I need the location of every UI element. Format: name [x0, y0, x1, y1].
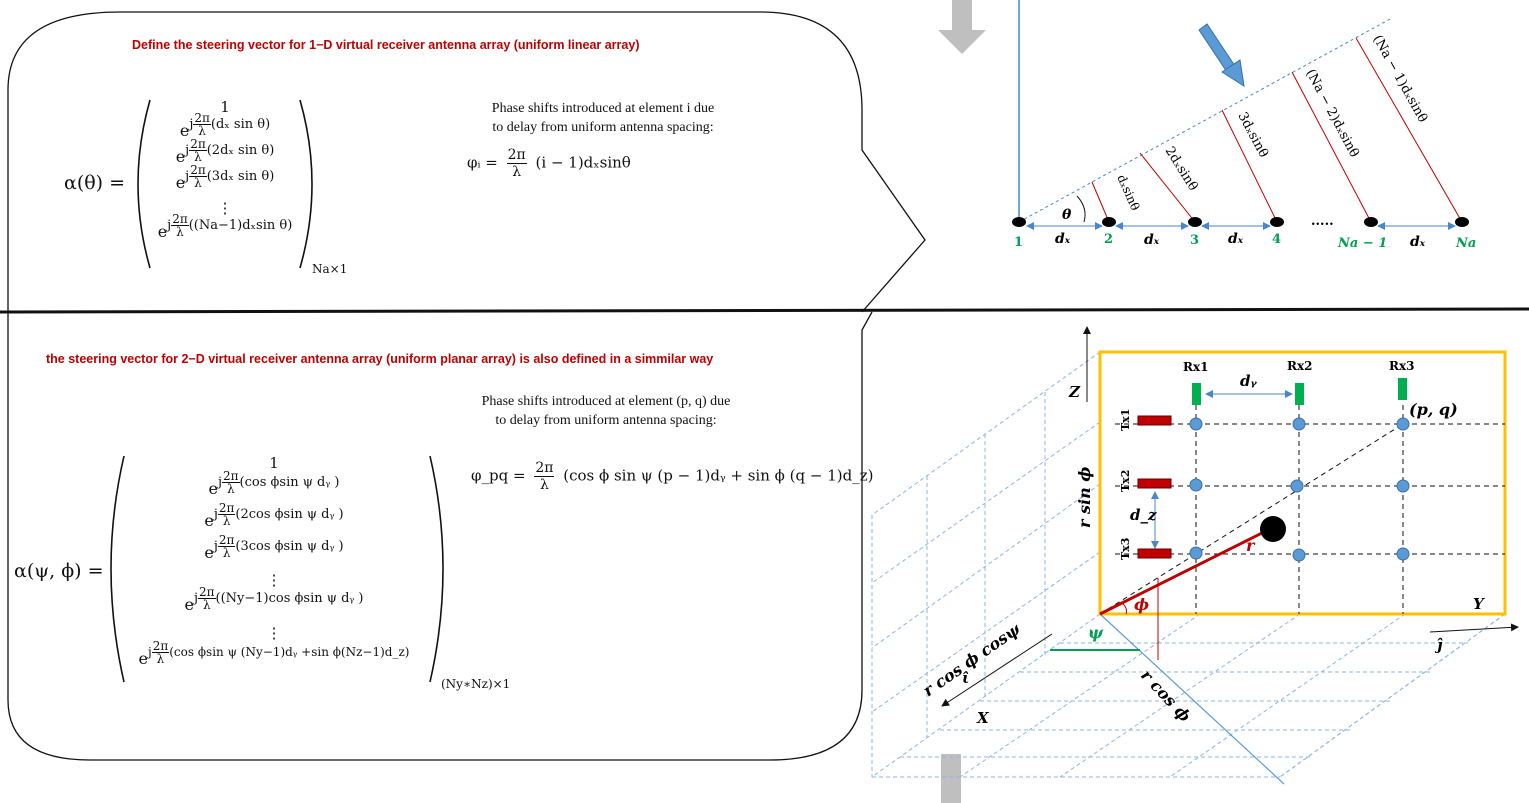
x-axis-arrow: [941, 633, 1053, 707]
upa-tx3-label: Tx3: [1119, 538, 1132, 560]
bottom-matrix-brackets: [110, 455, 444, 683]
top-callout-bubble: [7, 11, 926, 313]
top-row-2: ej 2π λ (dₓ sin θ): [179, 111, 271, 140]
ula-path-line-4: [1221, 109, 1278, 223]
ula-element-label-2: 2: [1104, 232, 1113, 247]
section-divider: [0, 307, 1529, 314]
upa-rx2: [1295, 383, 1304, 405]
top-lhs: α(θ) =: [64, 172, 126, 194]
upa-tx2: [1137, 478, 1172, 489]
upa-tx3: [1137, 548, 1172, 559]
upa-dz-label: d_z: [1130, 506, 1157, 524]
ula-theta-label: θ: [1062, 207, 1072, 223]
upa-dy-label: dᵧ: [1240, 372, 1257, 390]
top-size: Na×1: [312, 262, 348, 276]
bottom-row-2: ej 2π λ (cos ϕsin ψ dᵧ ): [208, 469, 340, 498]
ula-element-label-na1: Na − 1: [1337, 236, 1387, 251]
ula-spacing-label-3: dₓ: [1228, 231, 1244, 247]
j-hat-label: ĵ: [1434, 636, 1443, 654]
i-hat-label: ι̂: [962, 669, 969, 687]
ula-path-line-na1: [1291, 71, 1372, 223]
y-axis-arrow: [1429, 623, 1519, 633]
top-matrix-brackets: [137, 99, 313, 269]
ula-element-label-1: 1: [1014, 235, 1023, 250]
ula-dots: .....: [1311, 214, 1334, 229]
ula-wavefront-line: [1018, 17, 1393, 223]
upa-r-vector: [1099, 526, 1273, 616]
bottom-row-6: ej 2π λ ((Ny−1)cos ϕsin ψ dᵧ ): [184, 585, 364, 614]
top-row-3: ej 2π λ (2dₓ sin θ): [175, 137, 275, 166]
ula-element-2: [1102, 217, 1116, 227]
ula-diagram: θ 1 2 3 4 Na − 1 Na dₓ dₓ dₓ dₓ ..... dₓ…: [1012, 0, 1476, 251]
bottom-phase-formula: φ_pq = 2π λ (cos ϕ sin ψ (p − 1)dᵧ + sin …: [471, 460, 874, 493]
ula-element-label-3: 3: [1190, 233, 1199, 248]
upa-tx1: [1137, 415, 1172, 426]
y-axis-label: Y: [1473, 595, 1485, 613]
top-row-6: ej 2π λ ((Na−1)dₓsin θ): [157, 212, 293, 241]
bottom-row-4: ej 2π λ (3cos ϕsin ψ dᵧ ): [204, 533, 344, 562]
top-phase-formula: φᵢ = 2π λ (i − 1)dₓsinθ: [467, 147, 631, 180]
ula-element-4: [1270, 217, 1284, 227]
bottom-callout-bubble: [7, 311, 873, 761]
upa-projection-line: [1099, 613, 1285, 785]
ula-path-line-2: [1091, 181, 1110, 223]
bottom-row-3: ej 2π λ (2cos ϕsin ψ dᵧ ): [204, 501, 344, 530]
bottom-row-5: ⋮: [266, 571, 282, 589]
ula-path-line-3: [1139, 152, 1196, 223]
ula-element-label-4: 4: [1272, 232, 1281, 247]
gray-bar-bottom: [941, 754, 961, 803]
ula-incident-arrow: [1198, 23, 1245, 88]
upa-rx2-label: Rx2: [1287, 359, 1312, 373]
top-row-1: 1: [220, 98, 230, 116]
bottom-row-8: ej 2π λ (cos ϕsin ψ (Ny−1)dᵧ +sin ϕ(Nz−1)d_…: [138, 639, 410, 668]
r-cos-phi-cos-psi-label: r cos ϕ cosψ: [919, 619, 1024, 701]
top-title: Define the steering vector for 1−D virtu…: [132, 38, 640, 52]
top-phase-note: Phase shifts introduced at element i due…: [491, 101, 715, 135]
upa-frame: [1098, 350, 1507, 616]
top-row-5: ⋮: [217, 199, 233, 217]
upa-rx3-label: Rx3: [1389, 359, 1414, 373]
top-row-4: ej 2π λ (3dₓ sin θ): [175, 163, 275, 192]
ula-spacing-label-4: dₓ: [1410, 234, 1426, 250]
bottom-row-7: ⋮: [266, 624, 282, 642]
upa-rx1-label: Rx1: [1183, 360, 1208, 374]
ula-element-na1: [1364, 217, 1378, 227]
upa-inner-grid: [1099, 405, 1505, 615]
ula-element-label-na: Na: [1455, 236, 1476, 251]
upa-tx2-label: Tx2: [1119, 470, 1132, 492]
r-sin-phi-label: r sin ϕ: [1075, 467, 1094, 528]
upa-tx1-label: Tx1: [1119, 409, 1132, 431]
ula-element-na: [1455, 217, 1469, 227]
ula-element-3: [1188, 217, 1202, 227]
ula-path-line-na: [1355, 37, 1463, 223]
upa-rx3: [1398, 378, 1407, 400]
bottom-size: (Ny∗Nz)×1: [441, 677, 511, 691]
ula-theta-arc: [1076, 195, 1086, 223]
ula-spacing-label-1: dₓ: [1055, 231, 1071, 247]
x-axis-label: X: [976, 709, 990, 727]
upa-phi-arc: [1121, 602, 1127, 615]
gray-down-arrow-top: [938, 0, 986, 54]
top-vector: 1 ej 2π λ (dₓ sin θ) ej 2π λ (2dₓ sin θ) ej 2π λ…: [140, 96, 310, 246]
bottom-lhs: α(ψ, ϕ) =: [14, 560, 104, 582]
upa-pq-label: (p, q): [1409, 400, 1458, 419]
upa-r-label: r: [1246, 536, 1256, 555]
bottom-phase-note: Phase shifts introduced at element (p, q…: [481, 394, 731, 428]
z-axis-label: Z: [1068, 383, 1081, 401]
upa-target: [1260, 516, 1286, 542]
upa-psi-label: ψ: [1088, 623, 1104, 642]
upa-rx1: [1192, 383, 1201, 405]
bottom-row-1: 1: [269, 454, 279, 472]
ula-spacing-label-2: dₓ: [1144, 232, 1160, 248]
bottom-title: the steering vector for 2−D virtual rece…: [46, 352, 714, 366]
upa-nodes: [1189, 417, 1410, 562]
ula-element-1: [1012, 217, 1026, 227]
upa-phi-label: ϕ: [1134, 595, 1149, 614]
upa-grid: [871, 351, 1506, 778]
bottom-vector: 1 ej 2π λ (cos ϕsin ψ dᵧ ) ej 2π λ (2cos ϕsin …: [114, 452, 434, 676]
